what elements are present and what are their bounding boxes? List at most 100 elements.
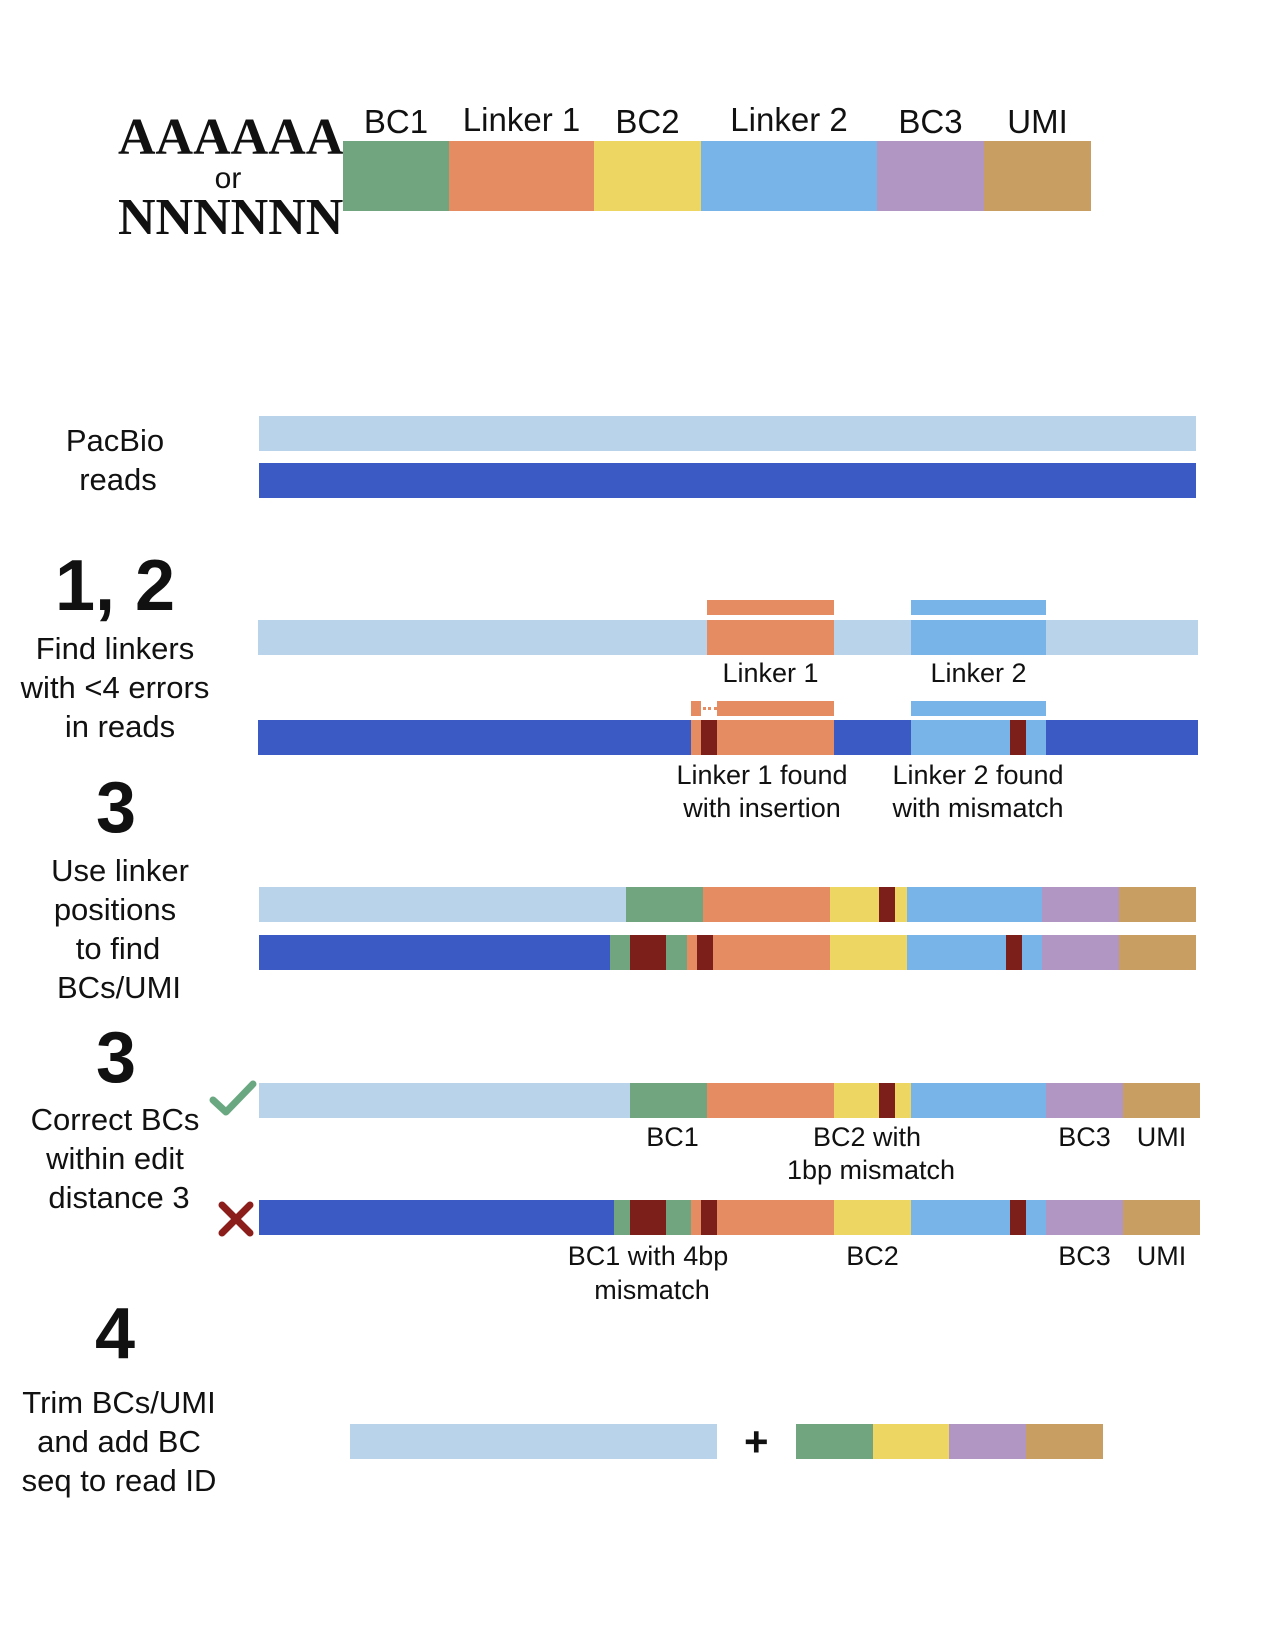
s3b-light-linker1 bbox=[707, 1083, 834, 1118]
s3b-dark-linker2-b bbox=[1026, 1200, 1046, 1235]
step3b-text-line1: Correct BCs bbox=[30, 1102, 200, 1137]
linker2-found-a bbox=[911, 720, 1010, 755]
s3a-dark-linker1-insertion bbox=[697, 935, 713, 970]
s3b-dark-linker2-a bbox=[911, 1200, 1010, 1235]
linker1-found-start bbox=[691, 720, 701, 755]
label-umi: UMI bbox=[1007, 103, 1068, 140]
s3a-light-bc3 bbox=[1042, 887, 1119, 922]
s3a-light-umi bbox=[1119, 887, 1196, 922]
s3a-dark-linker2-b bbox=[1022, 935, 1042, 970]
linker2-found-line2: with mismatch bbox=[892, 793, 1064, 823]
s3a-dark-bc3 bbox=[1042, 935, 1119, 970]
s3a-dark-linker2-a bbox=[907, 935, 1006, 970]
linker1-found-end bbox=[717, 720, 834, 755]
s3b-dark-read bbox=[259, 1200, 614, 1235]
step4-number: 4 bbox=[94, 1294, 136, 1374]
step3b-number: 3 bbox=[95, 1018, 137, 1098]
step12-text-line2: with <4 errors bbox=[20, 670, 210, 705]
label-bc2: BC2 bbox=[615, 103, 680, 140]
s3b-bot-bc1-line2: mismatch bbox=[594, 1275, 710, 1305]
linker1-insertion bbox=[701, 720, 717, 755]
linker2-found-b bbox=[1026, 720, 1046, 755]
s3b-bot-bc3-label: BC3 bbox=[1058, 1241, 1111, 1271]
s3b-dark-linker1-start bbox=[691, 1200, 701, 1235]
step12-number: 1, 2 bbox=[54, 546, 176, 626]
step3b-text-line2: within edit bbox=[46, 1141, 184, 1176]
s3b-dark-umi bbox=[1123, 1200, 1200, 1235]
s3a-dark-bc2 bbox=[830, 935, 907, 970]
linker2-reference-bar bbox=[911, 600, 1046, 615]
s3a-dark-linker2-mismatch bbox=[1006, 935, 1022, 970]
segment-umi bbox=[984, 141, 1091, 211]
linker1-reference-bar bbox=[707, 600, 834, 615]
label-bc3: BC3 bbox=[898, 103, 963, 140]
segment-bc1 bbox=[343, 141, 449, 211]
s3b-light-bc1 bbox=[630, 1083, 707, 1118]
pacbio-title-line1: PacBio bbox=[65, 423, 165, 458]
prefix-polyN: NNNNNN bbox=[118, 189, 344, 246]
s3b-top-umi-label: UMI bbox=[1136, 1122, 1187, 1152]
linker2-found-line1: Linker 2 found bbox=[892, 760, 1064, 790]
step12-text-line1: Find linkers bbox=[35, 631, 195, 666]
step3a-text-line1: Use linker bbox=[51, 853, 189, 888]
s3a-light-bc2-end bbox=[895, 887, 907, 922]
check-icon bbox=[209, 1080, 257, 1116]
linker1-found-line2: with insertion bbox=[683, 793, 841, 823]
linker1-ref-bar-end bbox=[717, 701, 834, 716]
s3a-dark-linker1-end bbox=[713, 935, 830, 970]
plus-sign: + bbox=[744, 1418, 769, 1465]
s3b-light-read bbox=[259, 1083, 630, 1118]
step3b-text-line3: distance 3 bbox=[48, 1180, 190, 1215]
step3a-text-line4: BCs/UMI bbox=[57, 970, 181, 1005]
s3a-light-bc2-mismatch bbox=[879, 887, 895, 922]
linker2-ref-bar-dark bbox=[911, 701, 1046, 716]
pacbio-title-line2: reads bbox=[79, 462, 157, 497]
read-id-bc1 bbox=[796, 1424, 873, 1459]
linker2-mismatch bbox=[1010, 720, 1026, 755]
linker2-label: Linker 2 bbox=[930, 658, 1027, 688]
s3b-dark-bc3 bbox=[1046, 1200, 1123, 1235]
s3b-dark-linker1-insertion bbox=[701, 1200, 717, 1235]
step4-text-line2: and add BC bbox=[37, 1424, 201, 1459]
s3b-dark-bc1-b bbox=[666, 1200, 691, 1235]
linker1-ref-bar-start bbox=[691, 701, 701, 716]
read-id-umi bbox=[1026, 1424, 1103, 1459]
s3b-dark-linker2-mismatch bbox=[1010, 1200, 1026, 1235]
s3a-dark-bc1-b bbox=[666, 935, 687, 970]
s3b-light-umi bbox=[1123, 1083, 1200, 1118]
segment-bc2 bbox=[594, 141, 701, 211]
read-id-bc3 bbox=[949, 1424, 1026, 1459]
s3b-light-linker2 bbox=[911, 1083, 1046, 1118]
segment-bc3 bbox=[877, 141, 984, 211]
s3b-dark-bc1-mismatch bbox=[630, 1200, 666, 1235]
s3b-dark-bc2 bbox=[834, 1200, 911, 1235]
s3a-dark-read bbox=[259, 935, 610, 970]
s3b-bot-umi-label: UMI bbox=[1136, 1241, 1187, 1271]
cross-icon bbox=[218, 1201, 254, 1237]
segment-linker2 bbox=[701, 141, 877, 211]
step3a-text-line2: positions bbox=[53, 892, 177, 927]
s3a-light-read bbox=[259, 887, 626, 922]
s3a-dark-umi bbox=[1119, 935, 1196, 970]
step4-text-line3: seq to read ID bbox=[21, 1463, 217, 1498]
trimmed-read bbox=[350, 1424, 717, 1459]
pacbio-read-light bbox=[259, 416, 1196, 451]
label-linker2: Linker 2 bbox=[730, 101, 848, 138]
s3b-top-bc3-label: BC3 bbox=[1058, 1122, 1111, 1152]
s3b-light-bc2-end bbox=[895, 1083, 911, 1118]
read-id-bc2 bbox=[873, 1424, 949, 1459]
linker1-found-line1: Linker 1 found bbox=[676, 760, 848, 790]
s3b-light-bc3 bbox=[1046, 1083, 1123, 1118]
s3a-dark-bc1-a bbox=[610, 935, 630, 970]
s3a-light-linker2 bbox=[907, 887, 1042, 922]
linker1-hit bbox=[707, 620, 834, 655]
s3b-dark-linker1-end bbox=[717, 1200, 834, 1235]
linker1-ref-gap-dots bbox=[703, 707, 717, 710]
s3b-dark-bc1-a bbox=[614, 1200, 630, 1235]
step4-text-line1: Trim BCs/UMI bbox=[22, 1385, 216, 1420]
step12-text-line3: in reads bbox=[64, 709, 176, 744]
linker1-label: Linker 1 bbox=[722, 658, 819, 688]
s3a-dark-linker1-start bbox=[687, 935, 697, 970]
prefix-polyA: AAAAAA bbox=[118, 109, 344, 166]
s3b-top-bc1-label: BC1 bbox=[646, 1122, 699, 1152]
